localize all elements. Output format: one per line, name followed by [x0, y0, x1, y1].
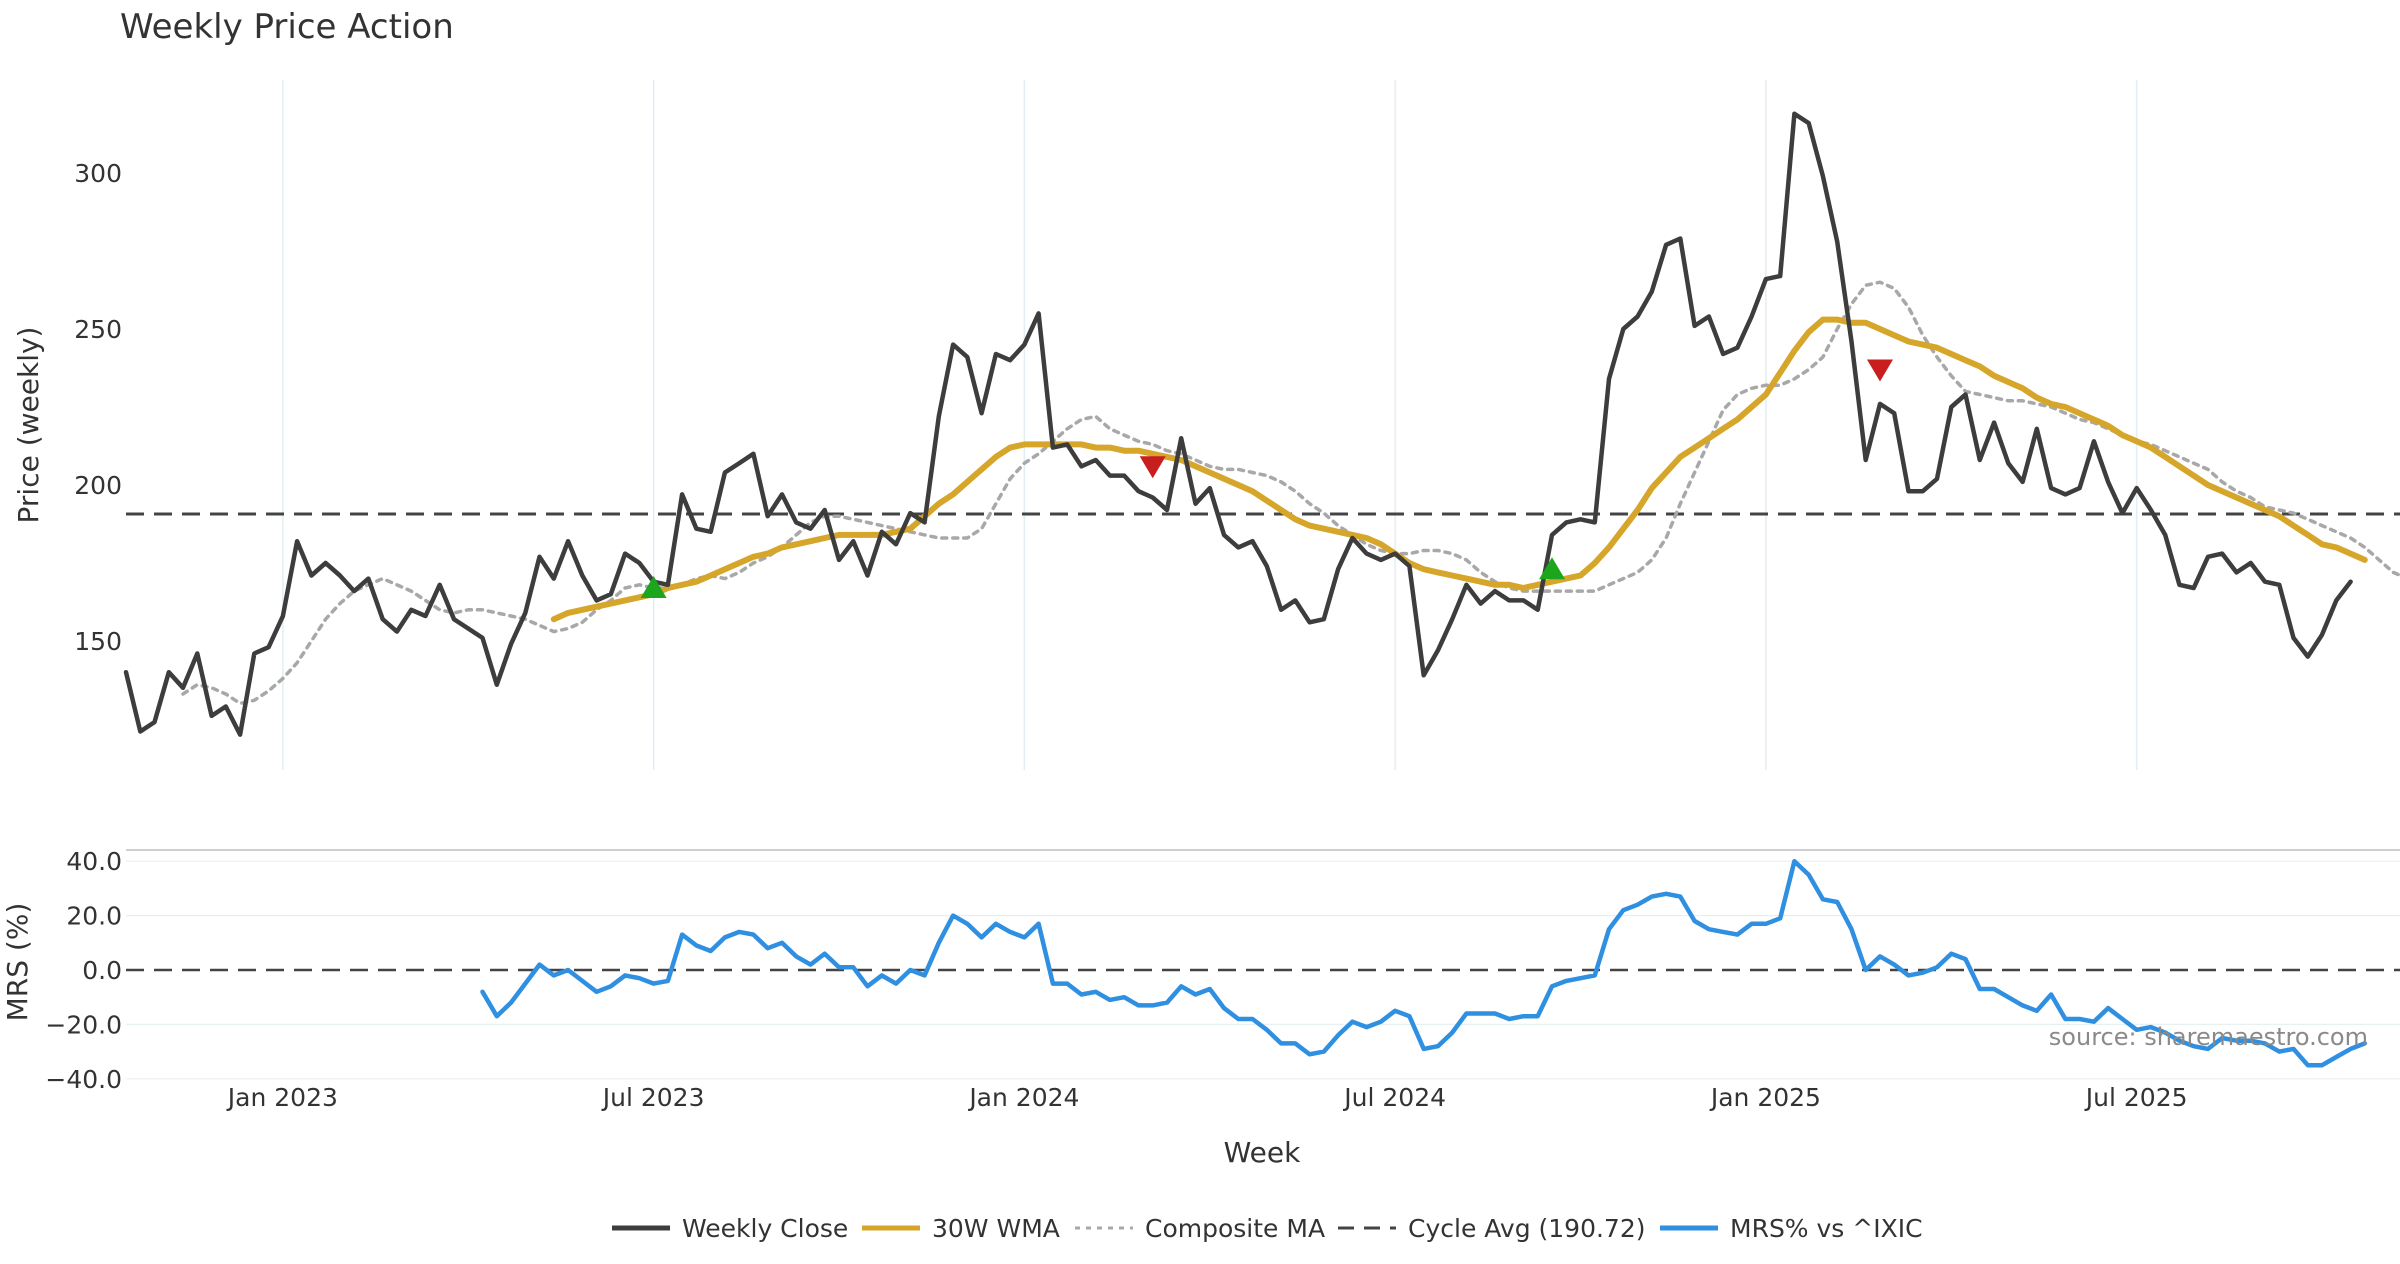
mrs-y-tick-label: 0.0	[82, 956, 122, 985]
weekly-close-series	[123, 111, 2353, 737]
legend: Weekly Close 30W WMA Composite MA Cycle Avg…	[612, 1214, 1923, 1243]
price-y-tick-label: 150	[74, 627, 122, 656]
legend-label-mrs-vs-ixic: MRS% vs ^IXIC	[1730, 1214, 1923, 1243]
30w-wma-series	[550, 316, 2368, 623]
mrs-series	[480, 858, 2368, 1068]
x-tick-label: Jan 2025	[1709, 1083, 1821, 1112]
mrs-y-tick-label: −20.0	[45, 1010, 122, 1039]
mrs-y-tick-label: 40.0	[66, 847, 122, 876]
x-axis-label: Week	[1224, 1136, 1301, 1169]
x-tick-label: Jul 2025	[2084, 1083, 2188, 1112]
mrs-y-axis-label: MRS (%)	[1, 903, 34, 1022]
buy-signal-marker	[640, 575, 667, 598]
buy-signal-marker	[1539, 557, 1565, 580]
sell-signal-marker	[1866, 359, 1893, 382]
mrs-panel: 40.0 20.0 0.0 −20.0 −40.0 MRS (%)	[1, 847, 2400, 1094]
mrs-y-tick-label: −40.0	[45, 1065, 122, 1094]
x-axis: Jan 2023 Jul 2023 Jan 2024 Jul 2024 Jan 2025…	[226, 1083, 2188, 1112]
x-tick-label: Jan 2023	[226, 1083, 338, 1112]
mrs-y-tick-label: 20.0	[66, 902, 122, 931]
chart-title: Weekly Price Action	[120, 7, 454, 47]
x-tick-label: Jul 2023	[601, 1083, 705, 1112]
price-y-tick-label: 300	[74, 159, 122, 188]
legend-label-weekly-close: Weekly Close	[682, 1214, 848, 1243]
legend-label-cycle-avg-190-72: Cycle Avg (190.72)	[1408, 1214, 1646, 1243]
legend-label-composite-ma: Composite MA	[1145, 1214, 1325, 1243]
source-label: source: sharemaestro.com	[2049, 1023, 2368, 1051]
sell-signal-marker	[1139, 456, 1166, 479]
price-panel: 150 200 250 300 Price (weekly)	[12, 80, 2400, 770]
x-tick-label: Jan 2024	[967, 1083, 1079, 1112]
composite-ma-series	[181, 280, 2400, 706]
x-tick-label: Jul 2024	[1342, 1083, 1446, 1112]
legend-label-30w-wma: 30W WMA	[932, 1214, 1060, 1243]
price-y-tick-label: 200	[74, 471, 122, 500]
price-y-axis-label: Price (weekly)	[12, 327, 45, 524]
price-y-tick-label: 250	[74, 315, 122, 344]
